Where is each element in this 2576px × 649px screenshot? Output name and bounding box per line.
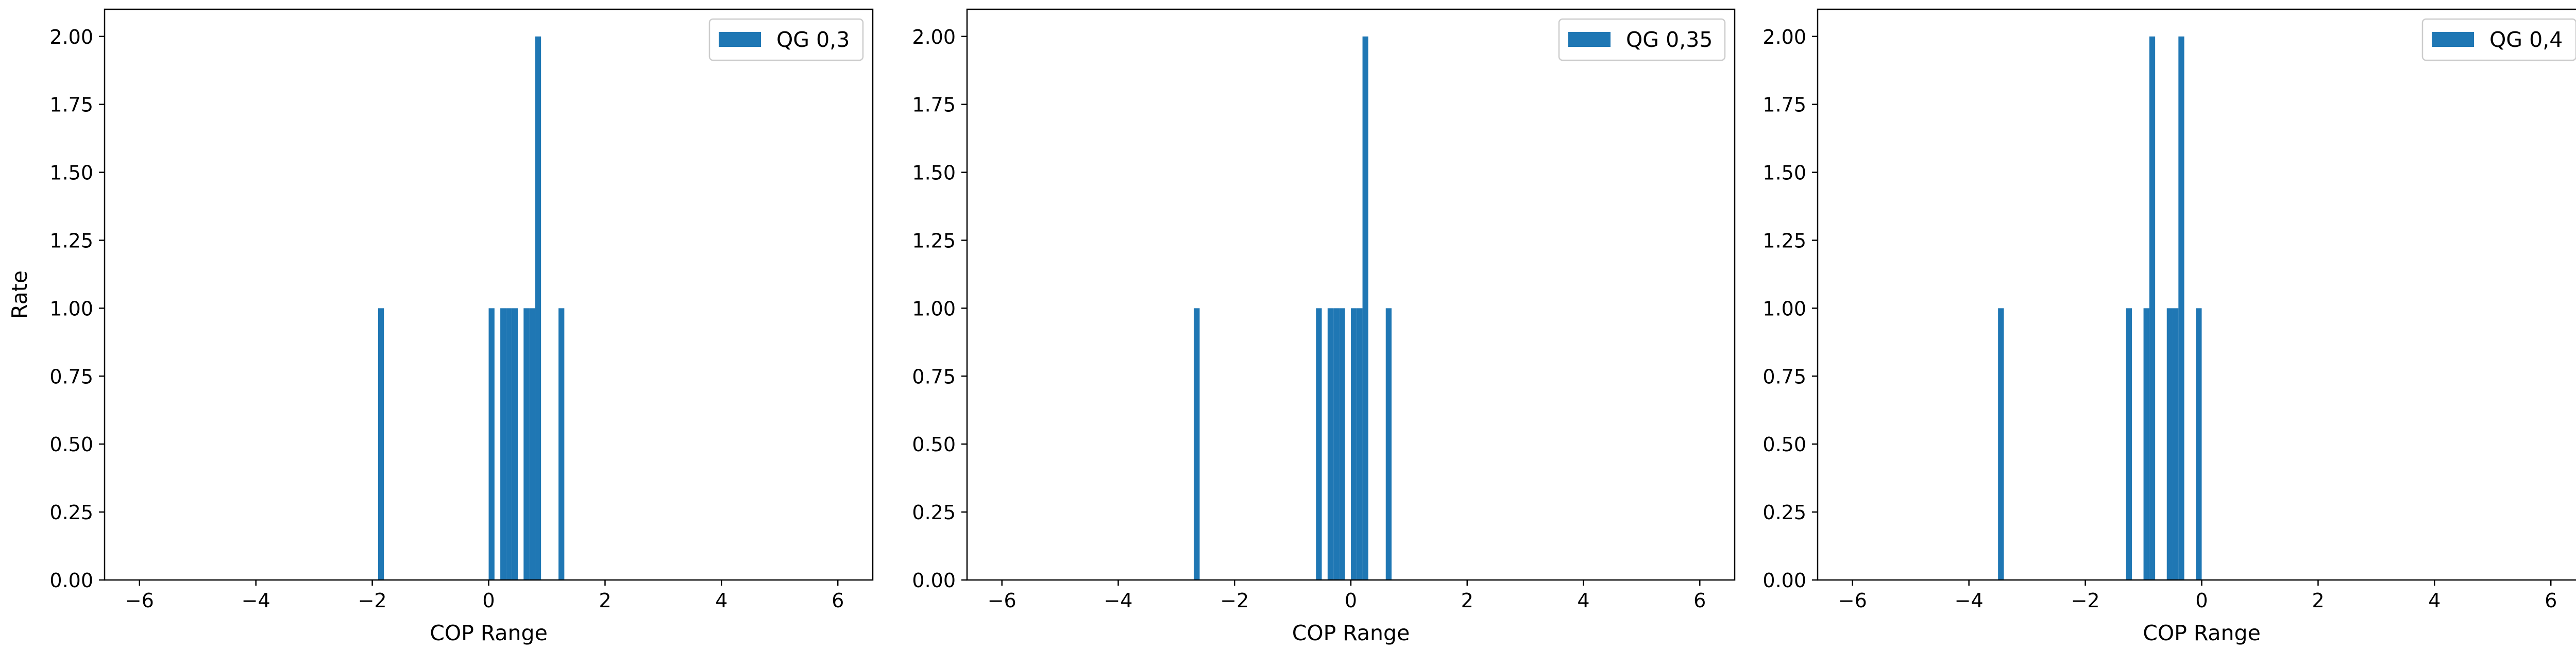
x-tick-label: −4 <box>242 589 270 612</box>
x-tick-label: 4 <box>715 589 727 612</box>
bar <box>1357 308 1363 580</box>
y-tick-label: 0.75 <box>49 365 93 388</box>
y-axis-label: Rate <box>7 270 32 319</box>
y-tick-label: 1.25 <box>912 229 956 252</box>
legend: QG 0,3 <box>708 18 864 61</box>
bar <box>1385 308 1392 580</box>
legend-swatch <box>719 32 761 47</box>
x-tick-label: −2 <box>358 589 387 612</box>
bar <box>488 308 495 580</box>
bar <box>1362 36 1368 580</box>
bar <box>2178 36 2184 580</box>
y-tick-label: 1.00 <box>912 297 956 320</box>
y-tick-label: 0.50 <box>1762 433 1806 456</box>
legend-box <box>2421 18 2576 61</box>
bar <box>506 308 512 580</box>
x-tick-label: 4 <box>1577 589 1589 612</box>
legend: QG 0,35 <box>1558 18 1726 61</box>
x-tick-label: 0 <box>2195 589 2208 612</box>
x-tick-label: 2 <box>599 589 611 612</box>
bar <box>1339 308 1345 580</box>
x-tick-label: −6 <box>988 589 1016 612</box>
y-tick-label: 0.75 <box>912 365 956 388</box>
chart-panel-3: −6 −4 −2 0 2 4 6 0.00 0.25 0.50 0.75 1.00 1.25 1.50 1.… <box>1762 8 2576 645</box>
legend-swatch <box>1568 32 1611 47</box>
bar <box>1333 308 1340 580</box>
bar <box>558 308 565 580</box>
bar <box>512 308 518 580</box>
legend-label: QG 0,3 <box>776 27 850 52</box>
x-tick-label: 0 <box>482 589 495 612</box>
x-axis-label: COP Range <box>1292 621 1410 645</box>
y-tick-label: 1.50 <box>1762 162 1806 184</box>
x-tick-label: −6 <box>1838 589 1867 612</box>
bar <box>1316 308 1322 580</box>
y-tick-label: 1.75 <box>49 94 93 116</box>
y-tick-label: 2.00 <box>49 26 93 48</box>
x-tick-label: 2 <box>2312 589 2324 612</box>
y-tick-label: 0.25 <box>1762 501 1806 524</box>
y-tick-label: 0.25 <box>49 501 93 524</box>
bar-group <box>1998 36 2202 580</box>
y-tick-label: 1.50 <box>912 162 956 184</box>
y-tick-label: 1.00 <box>49 297 93 320</box>
x-tick-label: 2 <box>1461 589 1473 612</box>
bar <box>500 308 506 580</box>
x-tick-label: 6 <box>2545 589 2557 612</box>
bar <box>1194 308 1200 580</box>
y-tick-label: 0.25 <box>912 501 956 524</box>
y-tick-label: 2.00 <box>1762 26 1806 48</box>
x-tick-label: 0 <box>1345 589 1357 612</box>
legend-swatch <box>2432 32 2474 47</box>
bar <box>2166 308 2173 580</box>
x-tick-label: −4 <box>1104 589 1132 612</box>
bar <box>1327 308 1334 580</box>
legend-label: QG 0,35 <box>1626 27 1713 52</box>
x-tick-label: −2 <box>2071 589 2100 612</box>
bar <box>378 308 384 580</box>
x-axis-label: COP Range <box>2143 621 2261 645</box>
bar-group <box>1194 36 1392 580</box>
y-tick-label: 0.00 <box>912 569 956 592</box>
x-tick-label: 4 <box>2428 589 2441 612</box>
bar <box>2149 36 2156 580</box>
bar <box>2126 308 2132 580</box>
y-tick-label: 0.50 <box>912 433 956 456</box>
legend-label: QG 0,4 <box>2489 27 2563 52</box>
y-tick-label: 0.00 <box>49 569 93 592</box>
x-tick-label: −4 <box>1955 589 1984 612</box>
y-tick-label: 0.75 <box>1762 365 1806 388</box>
legend: QG 0,4 <box>2421 18 2576 61</box>
y-tick-label: 1.75 <box>912 94 956 116</box>
y-tick-label: 1.75 <box>1762 94 1806 116</box>
bar <box>2196 308 2202 580</box>
chart-panel-1: −6 −4 −2 0 2 4 6 0.00 0.25 0.50 0.75 1.00 1.25 1.50 1.… <box>7 8 874 645</box>
x-tick-label: −6 <box>125 589 154 612</box>
bar <box>535 36 541 580</box>
y-tick-label: 1.00 <box>1762 297 1806 320</box>
y-tick-label: 2.00 <box>912 26 956 48</box>
x-tick-label: −2 <box>1220 589 1249 612</box>
bar <box>523 308 530 580</box>
y-tick-label: 1.25 <box>1762 229 1806 252</box>
bar <box>1351 308 1357 580</box>
y-tick-label: 0.00 <box>1762 569 1806 592</box>
y-tick-label: 1.25 <box>49 229 93 252</box>
legend-box <box>1558 18 1726 61</box>
bar <box>529 308 535 580</box>
chart-panel-2: −6 −4 −2 0 2 4 6 0.00 0.25 0.50 0.75 1.00 1.25 1.50 1.… <box>912 8 1736 645</box>
bar <box>2143 308 2149 580</box>
x-tick-label: 6 <box>832 589 844 612</box>
bar-group <box>378 36 565 580</box>
bar <box>2173 308 2179 580</box>
y-tick-label: 1.50 <box>49 162 93 184</box>
x-axis-label: COP Range <box>430 621 548 645</box>
x-tick-label: 6 <box>1693 589 1706 612</box>
y-tick-label: 0.50 <box>49 433 93 456</box>
bar <box>1998 308 2004 580</box>
legend-box <box>708 18 864 61</box>
